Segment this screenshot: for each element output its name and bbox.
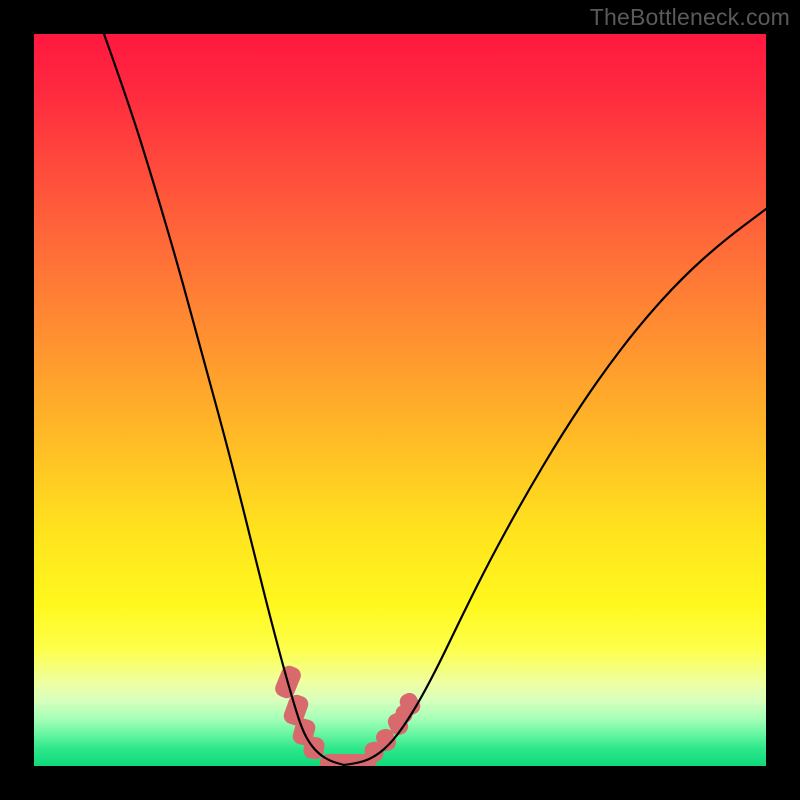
chart-stage: TheBottleneck.com bbox=[0, 0, 800, 800]
watermark-text: TheBottleneck.com bbox=[590, 4, 790, 31]
plot-background bbox=[34, 34, 766, 766]
chart-svg bbox=[0, 0, 800, 800]
